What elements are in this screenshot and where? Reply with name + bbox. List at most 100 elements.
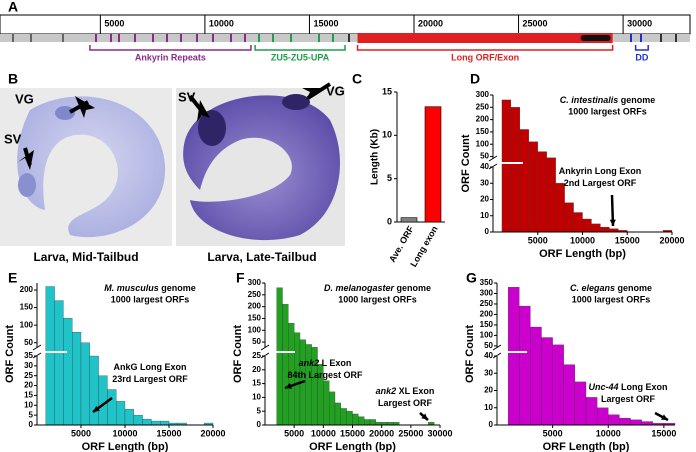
y-tick-label: 100 [248, 325, 262, 334]
annotation: 84th Largest ORF [287, 370, 363, 380]
arrow-head [421, 413, 428, 420]
stain [55, 106, 75, 120]
x-axis-label: ORF Length (bp) [539, 248, 626, 260]
y-tick-label: 30 [484, 368, 493, 377]
ruler-label: 20000 [418, 18, 443, 28]
y-tick-label: 150 [20, 303, 34, 312]
y-tick-label: 150 [476, 127, 490, 136]
bar [160, 420, 170, 426]
ruler-label: 25000 [523, 18, 548, 28]
exon-stripe [152, 34, 154, 42]
bar [552, 344, 564, 426]
x-tick-label: 15000 [651, 428, 676, 438]
annotation: Largest ORF [601, 394, 656, 404]
bar [641, 421, 653, 426]
bar [574, 381, 587, 426]
bar [80, 342, 90, 426]
exon-stripe [212, 34, 214, 42]
x-tick-label: 10000 [112, 428, 137, 438]
bar [600, 226, 610, 233]
long-exon [357, 33, 613, 43]
y-tick-label: 30 [480, 178, 489, 187]
bar [541, 337, 553, 426]
domain-label: ZU5-ZU5-UPA [271, 52, 330, 62]
text-segment: Long Exon [619, 382, 668, 392]
bar [596, 407, 609, 426]
y-tick-label: 350 [480, 278, 494, 287]
x-tick-label: 25000 [398, 428, 423, 438]
y-tick-label: 250 [476, 102, 490, 111]
y-tick-label: 150 [480, 320, 494, 329]
ruler-label: 15000 [313, 18, 338, 28]
bar [72, 332, 82, 426]
arrow-shaft [23, 147, 32, 166]
exon-stripe [134, 34, 136, 42]
text-segment: C. elegans [570, 283, 615, 293]
y-tick-label: 40 [484, 351, 493, 360]
y-axis-label: ORF Count [4, 325, 16, 383]
bar [630, 419, 642, 426]
bar [501, 99, 512, 233]
y-tick-label: 15 [24, 391, 33, 400]
x-tick-label: 5000 [284, 428, 304, 438]
arrow-shaft [306, 82, 332, 100]
x-tick-label: 20000 [200, 428, 225, 438]
annotation: 2nd Largest ORF [564, 178, 637, 188]
arrow-head [609, 219, 616, 226]
x-axis-label: ORF Length (bp) [309, 441, 396, 452]
text-segment: C. intestinalis [560, 95, 619, 105]
y-tick-label: 20 [480, 195, 489, 204]
y-tick-label: 10 [484, 403, 493, 412]
panel-label: D [470, 71, 480, 87]
domain-bracket [634, 45, 649, 51]
y-tick-label: 100 [476, 139, 490, 148]
gene-bar [0, 34, 690, 42]
bar [573, 212, 583, 233]
chart-title: C. elegans genome [570, 283, 652, 293]
text-segment: genome [615, 283, 652, 293]
y-tick-label: 35 [24, 351, 33, 360]
stain [198, 110, 226, 146]
y-tick-label: 15 [252, 379, 261, 388]
y-tick-label: 0 [489, 420, 494, 429]
y-tick-label: 100 [20, 320, 34, 329]
y-tick-label: 200 [480, 310, 494, 319]
bar [582, 218, 592, 233]
bar [352, 413, 359, 426]
x-tick-label: 30000 [427, 428, 452, 438]
exon-dark [580, 35, 611, 41]
x-tick-label: 5000 [543, 428, 563, 438]
bar [507, 287, 520, 426]
y-tick-label: 20 [24, 381, 33, 390]
bar [116, 401, 126, 426]
bar [519, 129, 529, 233]
text-segment: L Exon [319, 358, 351, 368]
bar [358, 416, 365, 426]
exon-stripe [110, 34, 112, 42]
y-tick-label: 0 [257, 420, 262, 429]
y-axis-label: Length (Kb) [370, 129, 381, 185]
y-tick-label: 40 [480, 162, 489, 171]
embryo [17, 96, 166, 238]
annotation: Unc-44 Long Exon [588, 382, 667, 392]
y-tick-label: 50 [252, 337, 261, 346]
exon-stripe [332, 34, 334, 42]
bar [346, 411, 353, 426]
stain [18, 173, 36, 197]
y-tick-label: 50 [480, 152, 489, 161]
bar [619, 417, 631, 426]
x-tick-label: 20000 [659, 235, 684, 245]
bar [276, 287, 283, 426]
bar [400, 217, 418, 223]
image-label: SV [178, 89, 196, 104]
text-segment: genome [159, 283, 196, 293]
text-segment: Unc-44 [588, 382, 618, 392]
y-tick-label: 250 [480, 299, 494, 308]
exon-stripe [640, 34, 642, 42]
x-tick-label: 5000 [71, 428, 91, 438]
y-axis-label: ORF Count [464, 325, 476, 383]
bar [282, 304, 289, 426]
text-segment: ank2 [299, 358, 320, 368]
bar [54, 300, 64, 426]
x-tick-label: 10000 [311, 428, 336, 438]
